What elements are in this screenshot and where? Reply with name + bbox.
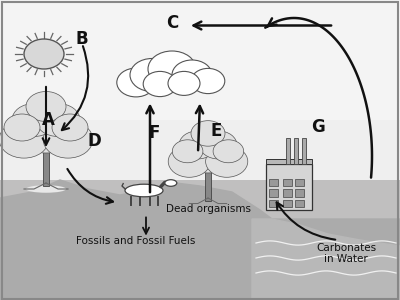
Circle shape — [26, 92, 66, 122]
Polygon shape — [0, 180, 400, 300]
Circle shape — [206, 146, 248, 177]
Circle shape — [213, 140, 244, 163]
Bar — [286, 138, 290, 164]
Bar — [283, 178, 292, 186]
Polygon shape — [266, 159, 312, 164]
Ellipse shape — [26, 185, 66, 193]
Ellipse shape — [165, 180, 177, 186]
Circle shape — [143, 71, 177, 97]
Bar — [43, 150, 49, 186]
Text: D: D — [87, 132, 101, 150]
Polygon shape — [252, 219, 400, 300]
Text: E: E — [210, 122, 222, 140]
Circle shape — [12, 103, 56, 136]
Circle shape — [172, 60, 212, 90]
Text: B: B — [76, 30, 88, 48]
Text: Dead organisms: Dead organisms — [166, 203, 251, 214]
Circle shape — [181, 132, 235, 173]
Text: A: A — [42, 111, 54, 129]
Circle shape — [200, 131, 237, 159]
Bar — [0, 180, 400, 300]
Bar — [295, 200, 304, 207]
Bar — [269, 189, 278, 196]
Text: C: C — [166, 14, 178, 32]
Circle shape — [4, 114, 40, 141]
Circle shape — [14, 105, 78, 153]
Circle shape — [172, 140, 203, 163]
Circle shape — [179, 131, 216, 159]
Bar — [283, 200, 292, 207]
Bar — [294, 138, 298, 164]
Circle shape — [148, 51, 196, 87]
Circle shape — [52, 114, 88, 141]
Bar — [269, 178, 278, 186]
Bar — [206, 170, 210, 201]
Bar — [295, 189, 304, 196]
Bar — [0, 0, 400, 120]
Circle shape — [130, 58, 174, 92]
Bar — [283, 189, 292, 196]
Circle shape — [36, 103, 80, 136]
Circle shape — [24, 39, 64, 69]
Text: F: F — [148, 124, 160, 142]
Text: Carbonates
in Water: Carbonates in Water — [316, 243, 376, 264]
Circle shape — [117, 68, 155, 97]
Bar — [0, 0, 400, 186]
Circle shape — [0, 121, 49, 158]
Ellipse shape — [125, 184, 163, 197]
Bar — [269, 200, 278, 207]
Bar — [302, 138, 306, 164]
Text: Fossils and Fossil Fuels: Fossils and Fossil Fuels — [76, 236, 196, 247]
Circle shape — [43, 121, 93, 158]
Bar — [295, 178, 304, 186]
Bar — [266, 164, 312, 210]
Text: G: G — [311, 118, 325, 136]
Circle shape — [168, 146, 210, 177]
Circle shape — [191, 121, 225, 146]
Circle shape — [168, 71, 200, 95]
Circle shape — [191, 68, 225, 94]
